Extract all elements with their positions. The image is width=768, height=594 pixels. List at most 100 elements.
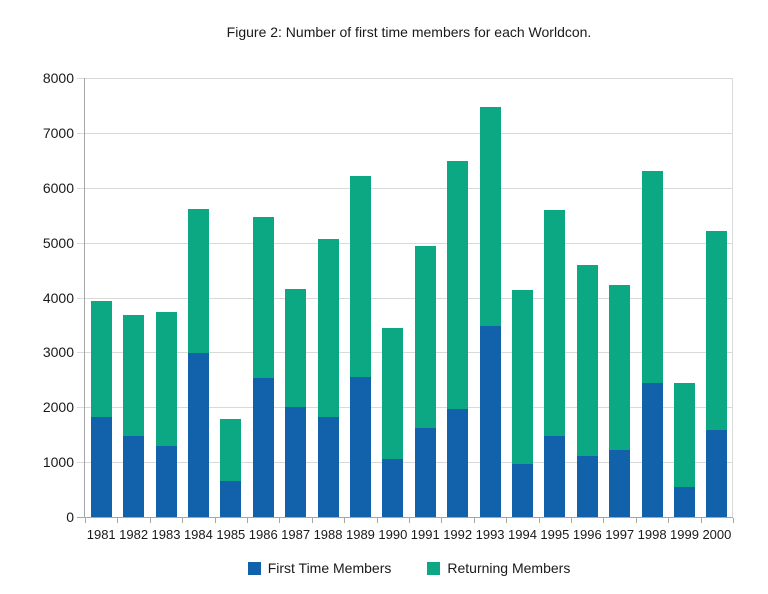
bar-1986 <box>247 78 279 517</box>
x-axis-label-1994: 1994 <box>508 527 537 542</box>
x-axis-label-1984: 1984 <box>183 527 213 542</box>
bar-1987 <box>279 78 311 517</box>
bar-1991-returning <box>414 245 436 429</box>
y-axis-label-4000: 4000 <box>42 289 74 306</box>
bar-1998-first-time <box>641 383 663 517</box>
gridline-1000 <box>77 462 733 464</box>
bar-1984-first-time <box>187 353 209 517</box>
x-axis-ticks <box>85 518 734 523</box>
bar-1997 <box>604 78 636 517</box>
legend-label-returning: Returning Members <box>447 560 571 576</box>
bar-1983-first-time <box>155 445 177 517</box>
x-axis-tick <box>247 518 248 523</box>
bar-1999-returning <box>674 382 696 488</box>
x-axis-label-1993: 1993 <box>475 527 505 542</box>
x-axis-label-1987: 1987 <box>281 527 311 542</box>
bar-1988-first-time <box>317 416 339 517</box>
x-axis-tick <box>506 518 508 523</box>
x-axis-label-1991: 1991 <box>410 527 440 542</box>
bar-1993-first-time <box>479 325 501 517</box>
x-axis-label-1995: 1995 <box>540 527 570 542</box>
x-axis-label-1988: 1988 <box>313 527 343 542</box>
bar-1990-returning <box>382 327 404 460</box>
x-axis-tick <box>700 518 702 523</box>
y-axis-label-6000: 6000 <box>42 179 74 196</box>
bar-1995 <box>539 78 571 517</box>
bar-1995-first-time <box>544 436 566 517</box>
plot-area <box>77 78 733 518</box>
bar-1994-returning <box>511 290 533 464</box>
bar-1999 <box>668 78 700 517</box>
x-axis-label-1986: 1986 <box>248 527 278 542</box>
bar-2000-returning <box>706 230 728 430</box>
x-axis-labels: 1981 1982 1983 1984 1985 1986 1987 1988 1989 1990… <box>85 527 733 542</box>
gridline-2000 <box>77 407 733 409</box>
bar-1984 <box>182 78 214 517</box>
x-axis-tick <box>635 518 637 523</box>
x-axis-tick <box>473 518 475 523</box>
bar-1995-returning <box>544 209 566 437</box>
bar-1989 <box>344 78 376 517</box>
bar-1982 <box>117 78 149 517</box>
bar-2000 <box>701 78 733 517</box>
x-axis-tick <box>214 518 216 523</box>
x-axis-line <box>77 517 733 518</box>
x-axis-tick <box>668 518 670 523</box>
gridline-5000 <box>77 242 733 244</box>
bar-1999-first-time <box>674 487 696 517</box>
bar-1988-returning <box>317 238 339 417</box>
x-axis-tick <box>603 518 605 523</box>
bar-1985 <box>215 78 247 517</box>
x-axis-label-1997: 1997 <box>605 527 635 542</box>
x-axis-tick <box>538 518 540 523</box>
legend-item-first-time: First Time Members <box>247 560 392 576</box>
bar-1998-returning <box>641 171 663 384</box>
x-axis-label-2000: 2000 <box>702 527 732 542</box>
legend: First Time Members Returning Members <box>85 558 733 578</box>
bar-1994 <box>506 78 538 517</box>
x-axis-label-1985: 1985 <box>216 527 246 542</box>
bar-1990 <box>377 78 409 517</box>
x-axis-tick <box>376 518 378 523</box>
bar-1983 <box>150 78 182 517</box>
bar-1990-first-time <box>382 459 404 517</box>
plot-right-border <box>732 78 733 517</box>
gridline-7000 <box>77 132 733 134</box>
bar-1987-returning <box>285 289 307 408</box>
bar-1998 <box>636 78 668 517</box>
gridline-8000 <box>77 78 733 79</box>
x-axis-tick <box>344 518 346 523</box>
gridline-3000 <box>77 352 733 354</box>
bar-1996-first-time <box>576 455 598 517</box>
bar-1986-first-time <box>252 378 274 517</box>
x-axis-tick <box>311 518 313 523</box>
bar-1988 <box>312 78 344 517</box>
x-axis-label-1998: 1998 <box>637 527 667 542</box>
legend-swatch-returning <box>427 561 441 575</box>
x-axis-tick <box>182 518 184 523</box>
y-axis-label-3000: 3000 <box>42 344 74 361</box>
x-axis-tick <box>409 518 410 523</box>
bar-1993-returning <box>479 107 501 326</box>
x-axis-tick <box>149 518 151 523</box>
bar-1981 <box>85 78 117 517</box>
x-axis-label-1992: 1992 <box>443 527 473 542</box>
bar-1993 <box>474 78 506 517</box>
x-axis-label-1999: 1999 <box>670 527 699 542</box>
bar-1981-first-time <box>90 417 112 517</box>
bar-1996 <box>571 78 603 517</box>
gridline-4000 <box>77 297 733 299</box>
bar-1984-returning <box>187 208 209 354</box>
bar-1981-returning <box>90 301 112 418</box>
bar-1986-returning <box>252 217 274 379</box>
y-axis-label-7000: 7000 <box>42 124 74 141</box>
bar-1983-returning <box>155 311 177 446</box>
y-axis-label-8000: 8000 <box>42 70 74 86</box>
x-axis-tick <box>733 518 734 523</box>
legend-label-first-time: First Time Members <box>267 560 392 576</box>
legend-swatch-first-time <box>247 561 261 575</box>
x-axis-tick <box>85 518 86 523</box>
x-axis-tick <box>441 518 443 523</box>
bar-1996-returning <box>576 265 598 456</box>
